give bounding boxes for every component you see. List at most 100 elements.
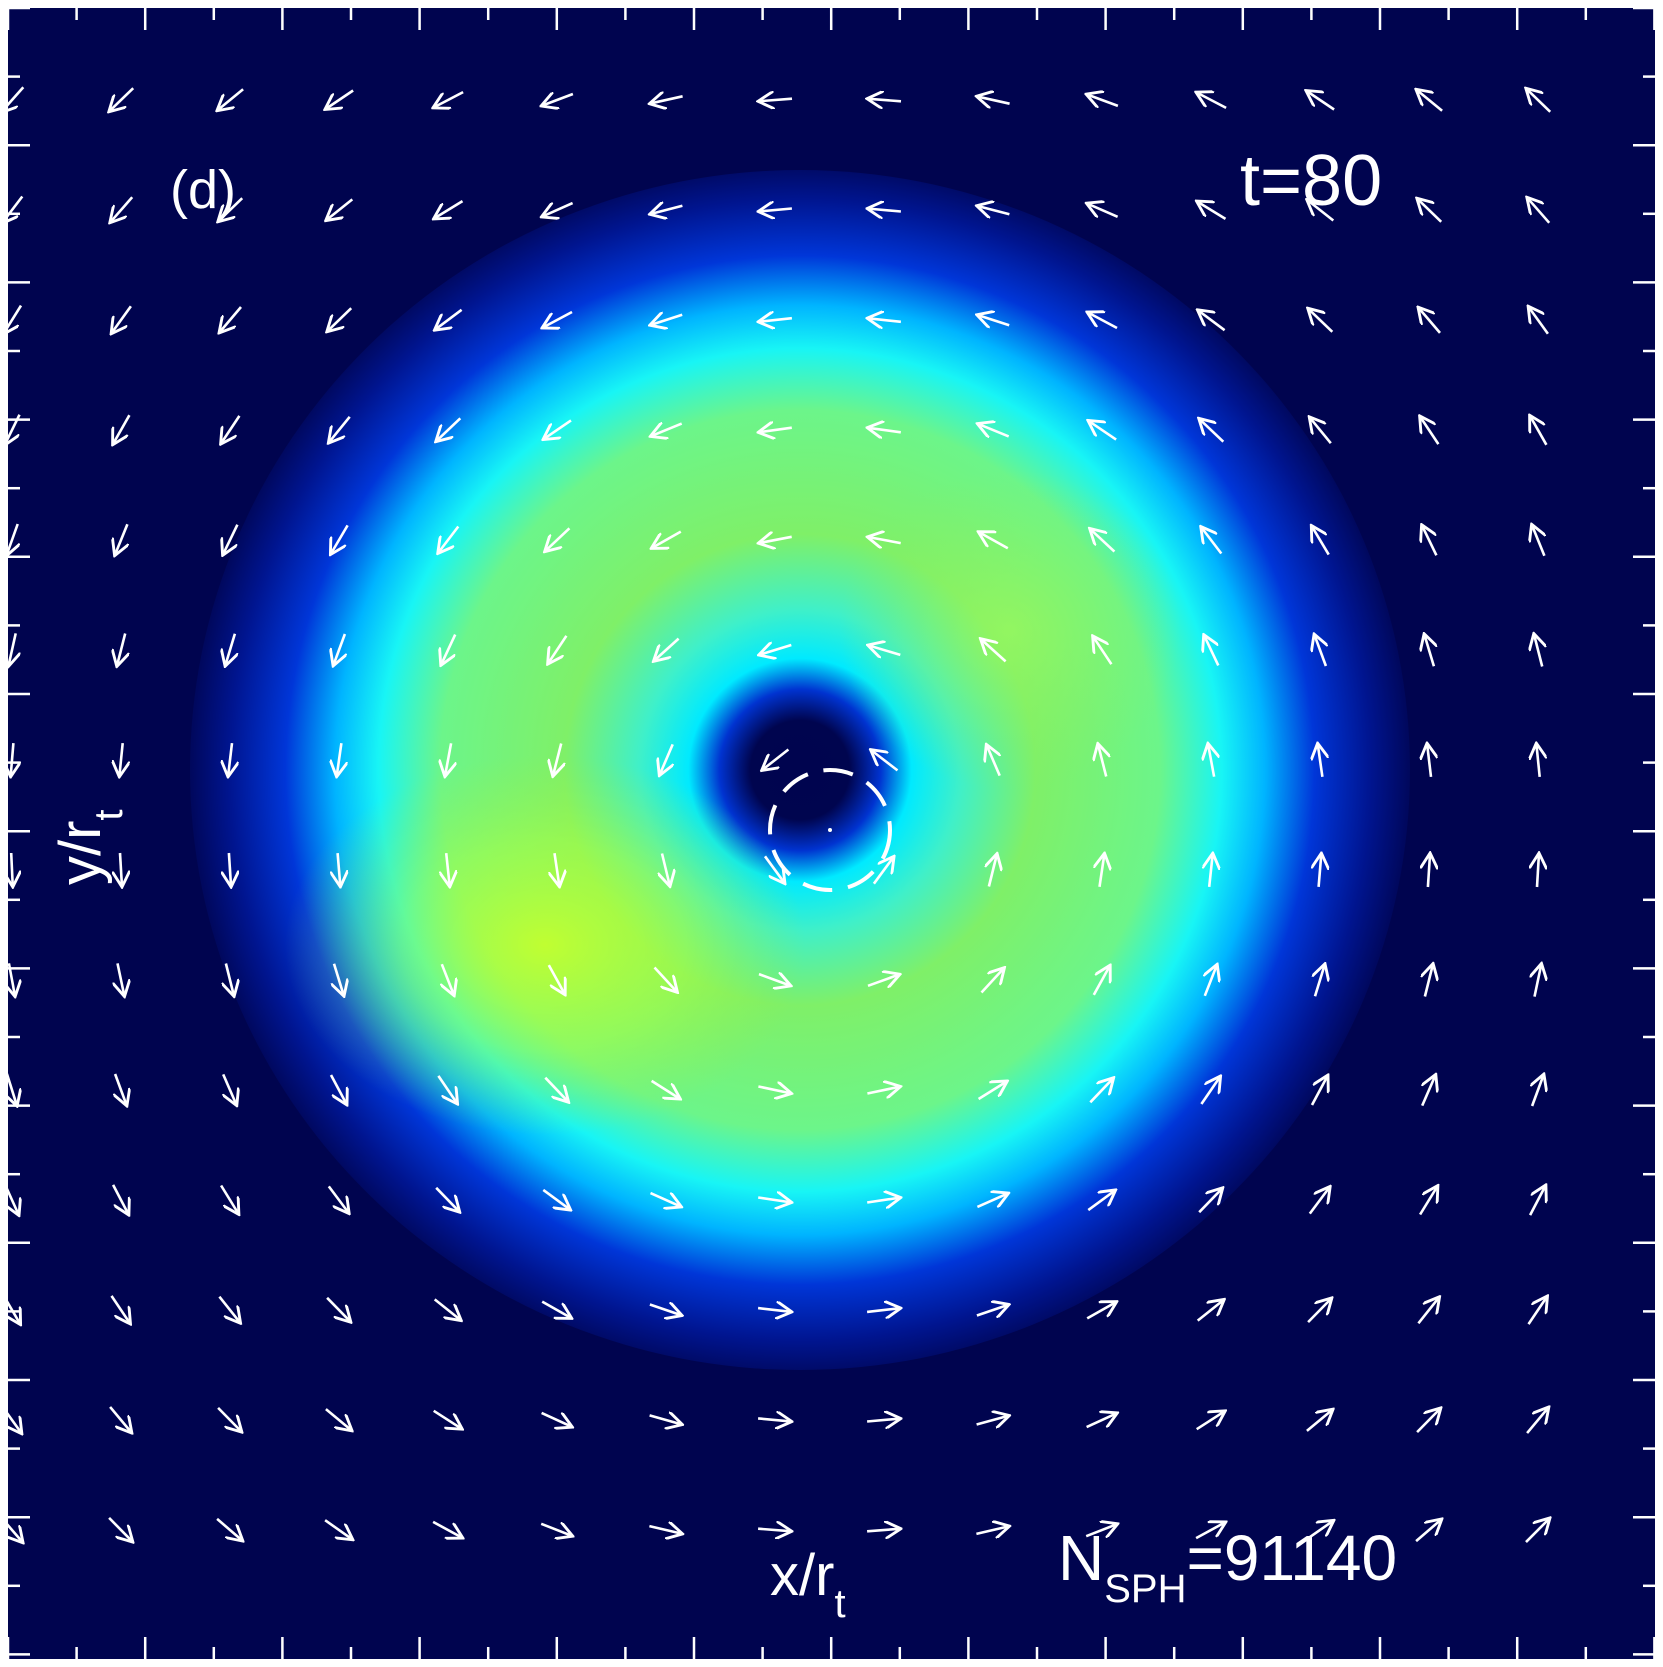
velocity-arrow: [217, 1406, 242, 1432]
velocity-arrow: [1526, 1407, 1549, 1434]
velocity-arrow: [115, 1073, 127, 1106]
velocity-arrow: [980, 639, 1007, 663]
velocity-arrow: [976, 1416, 1010, 1425]
velocity-arrow: [0, 1516, 23, 1543]
velocity-arrow: [1418, 307, 1441, 334]
velocity-arrow: [1306, 1409, 1333, 1432]
velocity-arrow: [1530, 415, 1548, 446]
velocity-arrow: [1308, 308, 1334, 333]
velocity-arrow: [977, 315, 1010, 325]
velocity-arrow: [1209, 853, 1213, 888]
velocity-arrow: [1306, 91, 1335, 111]
velocity-arrow: [1318, 743, 1323, 777]
velocity-arrow: [757, 1418, 792, 1421]
velocity-arrow: [113, 414, 131, 445]
velocity-arrow: [1534, 634, 1542, 667]
central-object-point: [828, 828, 832, 832]
velocity-arrow: [432, 1520, 463, 1538]
velocity-arrow: [867, 537, 901, 543]
n-sph-value: =91140: [1186, 1522, 1397, 1594]
velocity-arrow: [442, 963, 454, 996]
velocity-arrow: [2, 1294, 20, 1324]
velocity-arrow: [324, 1519, 353, 1540]
velocity-arrow: [118, 963, 125, 996]
velocity-arrow: [1204, 635, 1220, 666]
velocity-arrow: [225, 633, 235, 667]
velocity-arrow: [763, 855, 785, 883]
velocity-arrow: [223, 524, 239, 556]
velocity-arrow: [6, 523, 17, 556]
velocity-arrow: [1417, 1297, 1439, 1325]
velocity-arrow: [222, 1073, 237, 1105]
velocity-arrow: [1208, 743, 1214, 777]
y-axis-label: y/rt: [48, 809, 131, 885]
velocity-arrow: [1536, 743, 1539, 778]
velocity-arrow: [541, 1411, 573, 1427]
velocity-arrow: [541, 201, 574, 217]
velocity-arrow: [1528, 306, 1549, 335]
velocity-arrow: [548, 635, 568, 664]
velocity-arrow: [229, 852, 231, 887]
velocity-arrow: [651, 530, 682, 549]
velocity-arrow: [445, 743, 451, 776]
velocity-arrow: [1098, 744, 1106, 777]
velocity-arrow: [1086, 203, 1119, 218]
velocity-arrow: [325, 1408, 352, 1431]
velocity-arrow: [553, 743, 561, 777]
velocity-arrow: [330, 524, 349, 554]
velocity-arrow: [871, 750, 899, 772]
velocity-arrow: [334, 963, 344, 997]
velocity-arrow: [1311, 525, 1330, 556]
velocity-arrow: [977, 1081, 1008, 1101]
velocity-arrow: [758, 99, 793, 102]
velocity-arrow: [435, 1186, 460, 1212]
n-sph-label: NSPH=91140: [1058, 1522, 1397, 1611]
velocity-arrow: [1416, 1408, 1441, 1434]
velocity-arrow: [868, 645, 901, 655]
velocity-arrow: [111, 1184, 129, 1215]
velocity-arrow: [226, 963, 234, 997]
velocity-arrow: [872, 856, 894, 885]
velocity-arrow: [759, 645, 792, 655]
velocity-arrow: [867, 209, 902, 212]
velocity-arrow: [1, 1405, 22, 1434]
velocity-arrow: [1421, 1074, 1436, 1107]
velocity-arrow: [1526, 88, 1552, 113]
y-axis-subscript: t: [87, 809, 131, 820]
velocity-arrow: [7, 1073, 17, 1106]
velocity-arrow: [110, 1295, 131, 1324]
velocity-arrow: [119, 742, 122, 777]
velocity-arrow: [540, 1524, 573, 1536]
velocity-arrow: [1086, 1302, 1117, 1320]
velocity-arrow: [976, 1305, 1009, 1316]
velocity-arrow: [333, 633, 345, 666]
velocity-arrow: [432, 1409, 463, 1429]
velocity-arrow: [758, 537, 792, 543]
velocity-arrow: [867, 99, 902, 102]
panel-label: (d): [170, 160, 236, 220]
central-object-marker: [768, 768, 892, 892]
velocity-arrow: [11, 852, 13, 887]
velocity-arrow: [0, 86, 25, 112]
velocity-arrow: [867, 428, 901, 433]
velocity-arrow: [1200, 1076, 1220, 1105]
velocity-arrow: [1416, 89, 1443, 112]
velocity-arrow: [976, 1193, 1008, 1209]
velocity-arrow: [867, 1529, 901, 1532]
density-peak: [285, 755, 805, 1135]
velocity-arrow: [120, 852, 122, 887]
velocity-arrow: [437, 1075, 457, 1104]
velocity-arrow: [111, 305, 132, 334]
velocity-arrow: [1086, 94, 1119, 106]
velocity-arrow: [11, 742, 14, 777]
velocity-arrow: [326, 198, 354, 220]
velocity-arrow: [1086, 1413, 1118, 1429]
velocity-arrow: [1422, 525, 1438, 556]
velocity-arrow: [1087, 312, 1118, 330]
velocity-arrow: [542, 310, 573, 328]
velocity-arrow: [978, 532, 1009, 550]
velocity-arrow: [434, 199, 464, 219]
velocity-arrow: [1417, 198, 1443, 223]
velocity-arrow: [446, 852, 450, 887]
velocity-arrow: [1197, 310, 1226, 332]
